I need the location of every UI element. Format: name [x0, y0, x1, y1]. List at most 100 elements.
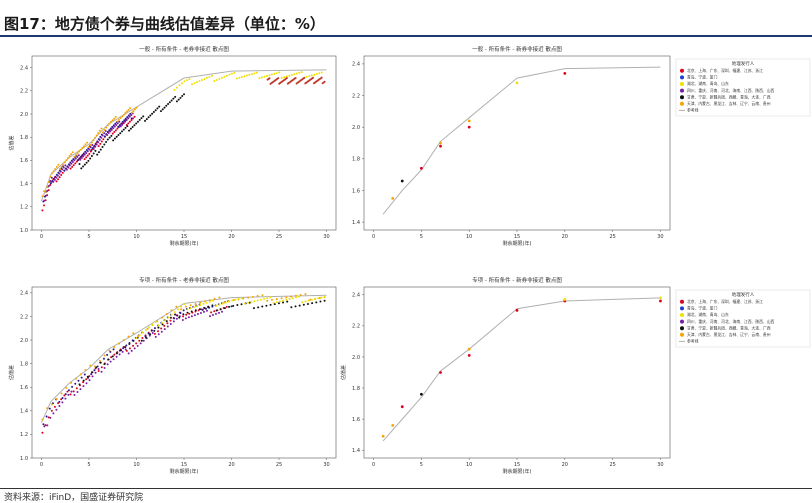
data-point [139, 342, 142, 345]
data-point [73, 394, 76, 397]
data-point [55, 165, 58, 168]
data-point [64, 393, 67, 396]
data-point [152, 110, 155, 113]
legend-marker [680, 332, 684, 337]
data-point [46, 189, 49, 192]
data-point [114, 129, 117, 132]
data-point [309, 298, 312, 301]
data-point [419, 166, 423, 170]
data-point [80, 157, 83, 160]
data-point [112, 139, 115, 142]
data-point [126, 125, 129, 128]
data-point [78, 150, 81, 153]
x-tick-label: 25 [609, 462, 615, 468]
data-point [275, 72, 278, 75]
data-point [169, 319, 172, 322]
legend-marker [680, 88, 684, 93]
data-point [65, 159, 68, 162]
data-point [165, 312, 168, 315]
data-point [73, 159, 76, 162]
data-point [199, 301, 202, 304]
data-point [57, 178, 60, 181]
data-point [109, 130, 112, 133]
data-point [133, 108, 136, 111]
y-tick-label: 1.6 [352, 188, 360, 194]
data-point [49, 180, 52, 183]
data-point [218, 296, 221, 299]
data-point [204, 300, 207, 303]
y-tick-label: 1.8 [20, 361, 28, 367]
data-point [266, 299, 269, 302]
data-point [88, 375, 91, 378]
data-point [218, 77, 221, 80]
data-point [218, 303, 221, 306]
data-point [156, 320, 159, 323]
data-point [175, 305, 178, 308]
data-point [106, 133, 109, 136]
data-point [320, 296, 323, 299]
series-band-5 [41, 106, 138, 198]
data-point [190, 83, 193, 86]
data-point [252, 307, 255, 310]
x-tick-label: 20 [228, 462, 234, 468]
series-band-3 [78, 93, 185, 170]
data-point [87, 146, 90, 149]
data-point [100, 127, 103, 130]
data-point [106, 124, 109, 127]
data-point [58, 172, 61, 175]
data-point [391, 196, 395, 200]
data-point [282, 301, 285, 304]
x-tick-label: 5 [87, 462, 90, 468]
legend-box [675, 289, 811, 348]
data-point [314, 298, 317, 301]
data-point [198, 80, 201, 83]
data-point [85, 156, 88, 159]
data-point [107, 358, 110, 361]
data-point [70, 153, 73, 156]
data-point [268, 74, 271, 77]
data-point [300, 71, 303, 74]
data-point [82, 379, 85, 382]
x-tick-label: 15 [181, 234, 187, 240]
data-point [76, 155, 79, 158]
data-point [41, 195, 44, 198]
data-point [243, 75, 246, 78]
y-tick-label: 1.0 [20, 456, 28, 462]
data-point [103, 135, 106, 138]
data-point [110, 134, 113, 137]
data-point [61, 168, 64, 171]
data-point [200, 79, 203, 82]
data-point [467, 125, 471, 129]
data-point [122, 347, 125, 350]
data-point [124, 346, 127, 349]
data-point [233, 71, 236, 74]
data-point [255, 71, 258, 74]
data-point [108, 349, 111, 352]
data-point [285, 298, 288, 301]
data-point [94, 145, 97, 148]
data-point [49, 416, 52, 419]
data-point [136, 120, 139, 123]
data-point [82, 385, 85, 388]
data-point [74, 154, 77, 157]
data-point [135, 336, 138, 339]
data-point [269, 303, 272, 306]
y-tick-label: 1.6 [20, 385, 28, 391]
y-tick-label: 1.2 [20, 205, 28, 211]
data-point [189, 307, 192, 310]
y-tick-label: 1.8 [352, 157, 360, 163]
data-point [323, 80, 326, 83]
data-point [178, 84, 181, 87]
x-tick-label: 15 [514, 462, 520, 468]
data-point [192, 306, 195, 309]
data-point [236, 304, 239, 307]
chart-panel-1 [30, 55, 337, 232]
x-tick-label: 0 [40, 462, 43, 468]
data-point [179, 96, 182, 99]
series-band-1 [41, 115, 136, 212]
data-point [110, 128, 113, 131]
data-point [113, 353, 116, 356]
data-point [64, 164, 67, 167]
data-point [90, 141, 93, 144]
data-point [136, 344, 139, 347]
